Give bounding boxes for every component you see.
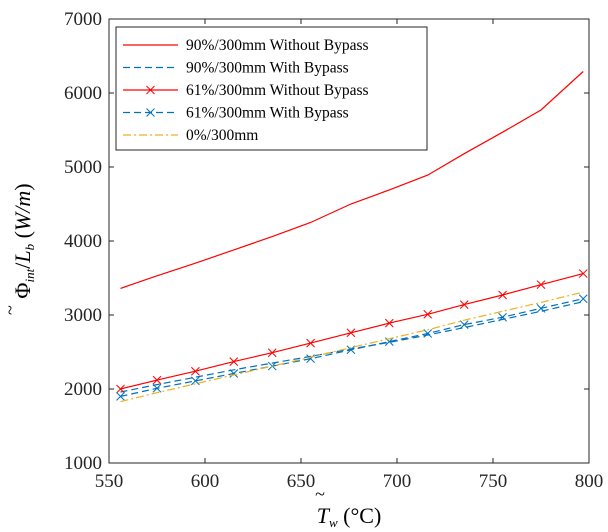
series-layer [116, 71, 588, 403]
y-tick-label: 2000 [64, 379, 102, 400]
x-tick-label: 700 [383, 471, 412, 492]
data-point-marker [423, 329, 433, 338]
data-point-marker [306, 338, 315, 348]
legend-entry: 61%/300mm With Bypass [186, 105, 349, 122]
series-line-5 [120, 291, 584, 403]
data-point-marker [152, 375, 162, 385]
data-point-marker [191, 366, 200, 376]
y-tick-label: 1000 [64, 453, 102, 474]
y-tick-label: 7000 [64, 9, 102, 30]
series-line-4 [120, 298, 584, 397]
data-point-marker [498, 290, 507, 300]
x-axis-label-tilde: ~ [315, 484, 325, 504]
y-axis-label: Φint/Lb (W/m) [10, 183, 37, 298]
data-point-marker [536, 280, 546, 290]
data-point-marker [536, 303, 546, 313]
y-axis-label-tilde: ~ [0, 305, 20, 315]
data-point-marker [384, 318, 394, 328]
y-tick-label: 6000 [64, 83, 102, 104]
data-point-marker [578, 269, 588, 278]
data-point-marker [267, 348, 277, 358]
legend-entry: 0%/300mm [186, 127, 258, 144]
x-tick-label: 650 [287, 471, 316, 492]
data-point-marker [191, 376, 200, 386]
y-tick-label: 3000 [64, 305, 102, 326]
legend-entry: 90%/300mm Without Bypass [186, 37, 369, 54]
y-tick-label: 5000 [64, 157, 102, 178]
data-point-marker [459, 320, 469, 329]
legend-box [115, 26, 428, 151]
legend-entry: 90%/300mm With Bypass [186, 60, 349, 77]
data-point-marker [423, 309, 433, 319]
x-axis-label: Tw (°C) [317, 503, 382, 530]
data-point-marker [346, 328, 356, 338]
y-tick-label: 4000 [64, 231, 102, 252]
x-tick-label: 600 [191, 471, 220, 492]
data-point-marker [152, 383, 162, 393]
series-line-1 [120, 71, 584, 289]
data-point-marker [346, 345, 356, 355]
data-point-marker [498, 312, 507, 322]
data-point-marker [116, 392, 125, 401]
legend-marker [146, 85, 155, 95]
x-tick-label: 750 [479, 471, 508, 492]
data-point-marker [459, 300, 469, 309]
x-tick-label: 550 [95, 471, 124, 492]
axis-ticks: 550 600 650 700 750 800 1000 2000 3000 4000 5000 60… [64, 9, 603, 492]
series-line-2 [120, 301, 584, 393]
data-point-marker [116, 384, 125, 394]
legend-marker [146, 108, 155, 117]
legend-entry: 61%/300mm Without Bypass [186, 82, 369, 99]
data-point-marker [229, 357, 239, 366]
data-point-marker [578, 294, 588, 304]
legend: 90%/300mm Without Bypass 90%/300mm With B… [115, 26, 428, 151]
x-tick-label: 800 [575, 471, 604, 492]
